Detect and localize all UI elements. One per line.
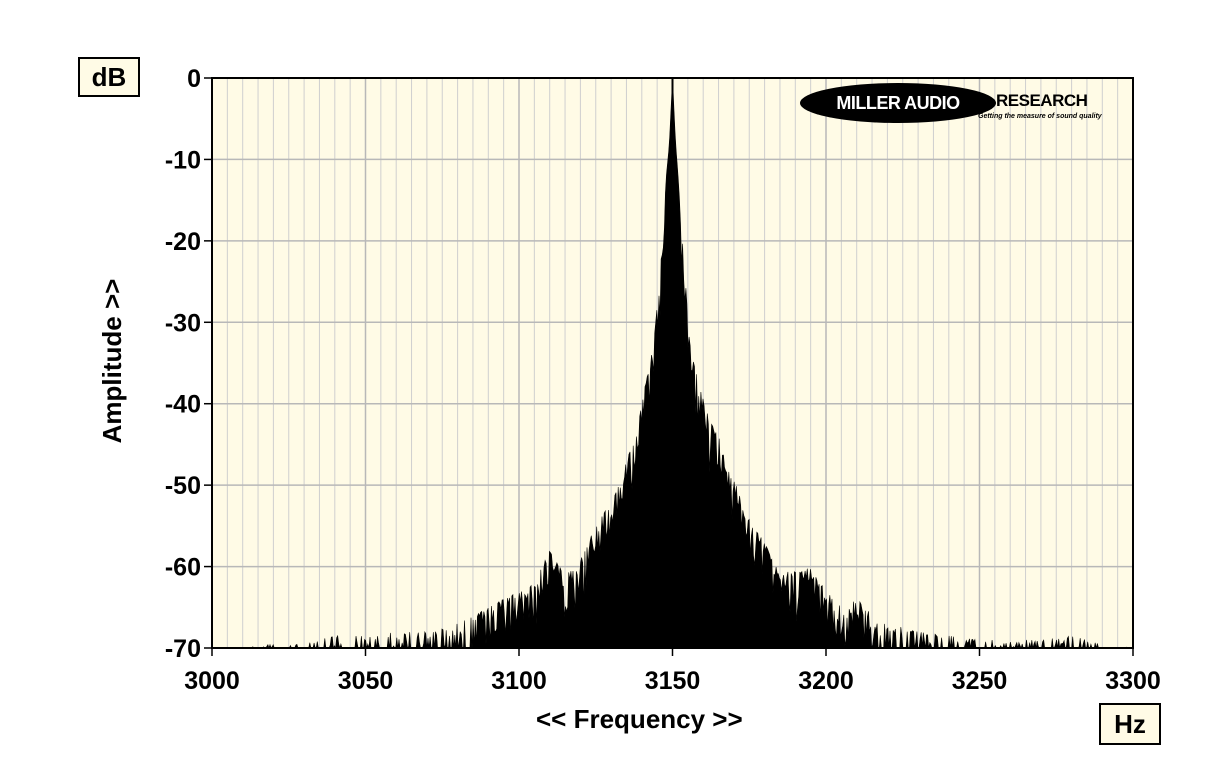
x-tick-label: 3000 [184,667,240,695]
y-axis-label: Amplitude >> [97,278,127,444]
x-tick-label: 3150 [645,667,701,695]
y-tick-label: -40 [165,391,201,419]
x-unit-box: Hz [1099,703,1161,745]
y-tick-label: 0 [187,65,201,93]
x-axis-label: << Frequency >> [536,704,743,734]
x-tick-label: 3200 [798,667,854,695]
y-tick-label: -50 [165,472,201,500]
x-tick-label: 3050 [338,667,394,695]
brand-logo: MILLER AUDIO RESEARCH Getting the measur… [800,83,1132,127]
y-unit-box: dB [78,57,140,97]
x-tick-label: 3300 [1105,667,1161,695]
logo-name-part1: MILLER AUDIO [800,83,996,123]
y-tick-label: -30 [165,309,201,337]
y-tick-label: -60 [165,554,201,582]
logo-name-part2: RESEARCH [996,91,1088,110]
logo-tagline: Getting the measure of sound quality [978,113,1102,120]
y-tick-label: -70 [165,635,201,663]
x-tick-label: 3100 [491,667,547,695]
y-tick-label: -20 [165,228,201,256]
y-tick-label: -10 [165,146,201,174]
x-tick-label: 3250 [952,667,1008,695]
